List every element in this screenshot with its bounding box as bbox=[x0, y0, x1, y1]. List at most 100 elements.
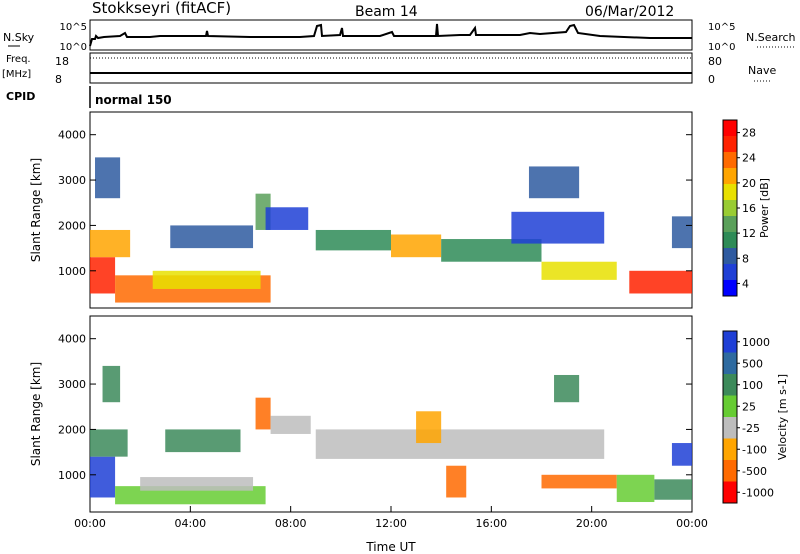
echo-region bbox=[90, 257, 116, 294]
nsky-tick-bottom: 10^0 bbox=[60, 42, 87, 53]
echo-region bbox=[654, 479, 692, 500]
colorbar-tick-label: 24 bbox=[742, 152, 756, 165]
echo-region bbox=[671, 443, 692, 466]
y-tick-label: 3000 bbox=[58, 378, 86, 391]
nsky-tick-top: 10^5 bbox=[60, 22, 87, 33]
colorbar-tick-label: 8 bbox=[742, 252, 749, 265]
colorbar-tick-label: 25 bbox=[742, 400, 756, 413]
echo-region bbox=[671, 216, 692, 249]
freq-label: Freq. bbox=[6, 54, 31, 65]
echo-region bbox=[165, 429, 241, 453]
echo-region bbox=[441, 239, 542, 262]
echo-region bbox=[95, 157, 121, 199]
x-tick-label: 00:00 bbox=[74, 517, 106, 530]
x-tick-label: 08:00 bbox=[275, 517, 307, 530]
colorbar-tick-label: 4 bbox=[742, 277, 749, 290]
echo-region bbox=[616, 474, 655, 503]
echo-region bbox=[90, 456, 116, 498]
freq-tick-bottom: 8 bbox=[55, 73, 62, 86]
echo-region bbox=[629, 270, 692, 294]
colorbar-band bbox=[723, 184, 737, 201]
echo-region bbox=[255, 397, 271, 430]
echo-region bbox=[270, 415, 311, 434]
colorbar-band bbox=[723, 248, 737, 265]
x-tick-label: 16:00 bbox=[475, 517, 507, 530]
colorbar-tick-label: -1000 bbox=[742, 486, 774, 499]
nsearch-label: N.Search bbox=[746, 31, 796, 44]
y-tick-label: 3000 bbox=[58, 174, 86, 187]
colorbar-band bbox=[723, 331, 737, 353]
colorbar-tick-label: 20 bbox=[742, 177, 756, 190]
cpid-label: CPID bbox=[6, 90, 35, 103]
nsky-panel: N.Sky 10^5 10^0 10^5 10^0 N.Search bbox=[3, 19, 796, 53]
nave-tick-top: 80 bbox=[708, 55, 722, 68]
echo-region bbox=[541, 261, 617, 280]
cpid-row: CPID normal 150 bbox=[6, 86, 172, 108]
colorbar-band bbox=[723, 438, 737, 461]
echo-region bbox=[446, 465, 467, 498]
echo-region bbox=[511, 211, 605, 244]
colorbar-band bbox=[723, 417, 737, 439]
colorbar-band bbox=[723, 374, 737, 396]
y-tick-label: 4000 bbox=[58, 333, 86, 346]
echo-region bbox=[541, 474, 617, 489]
nsearch-tick-bottom: 10^0 bbox=[708, 42, 735, 53]
x-tick-label: 00:00 bbox=[676, 517, 708, 530]
colorbar-band bbox=[723, 200, 737, 217]
power-y-axis-label: Slant Range [km] bbox=[29, 158, 43, 262]
echo-region bbox=[528, 166, 580, 199]
echo-region bbox=[90, 429, 128, 457]
power-colorbar-label: Power [dB] bbox=[758, 178, 771, 238]
colorbar-tick-label: -25 bbox=[742, 422, 760, 435]
x-axis-label: Time UT bbox=[365, 540, 416, 554]
colorbar-band bbox=[723, 280, 737, 297]
power-colorbar: 28 24 20 16 12 8 4 Power [dB] bbox=[722, 119, 771, 297]
y-tick-label: 1000 bbox=[58, 469, 86, 482]
x-tick-label: 04:00 bbox=[174, 517, 206, 530]
power-heatmap-panel: 1000 2000 3000 4000 Slant Range [km] bbox=[29, 111, 693, 309]
y-tick-label: 1000 bbox=[58, 265, 86, 278]
colorbar-tick-label: -100 bbox=[742, 443, 767, 456]
nsky-label: N.Sky bbox=[3, 31, 35, 44]
echo-region bbox=[391, 234, 442, 258]
freq-panel: Freq. [MHz] 18 8 80 0 Nave bbox=[2, 52, 776, 86]
echo-region bbox=[416, 411, 442, 444]
x-tick-label: 12:00 bbox=[375, 517, 407, 530]
x-tick-label: 20:00 bbox=[576, 517, 608, 530]
nave-tick-bottom: 0 bbox=[708, 73, 715, 86]
velocity-y-axis-label: Slant Range [km] bbox=[29, 362, 43, 466]
colorbar-tick-label: 500 bbox=[742, 357, 763, 370]
colorbar-band bbox=[723, 216, 737, 233]
colorbar-band bbox=[723, 460, 737, 482]
colorbar-band bbox=[723, 136, 737, 153]
nsearch-tick-top: 10^5 bbox=[708, 22, 735, 33]
station-title: Stokkseyri (fitACF) bbox=[92, 0, 231, 17]
date-label: 06/Mar/2012 bbox=[585, 4, 674, 20]
colorbar-band bbox=[723, 152, 737, 169]
velocity-colorbar: 1000 500 100 25 -25 -100 -500 -1000 Velocity [m… bbox=[722, 330, 789, 504]
freq-unit: [MHz] bbox=[2, 69, 31, 80]
colorbar-tick-label: 100 bbox=[742, 379, 763, 392]
velocity-heatmap-panel: 1000 2000 3000 4000 Slant Range [km] 00:00 0… bbox=[29, 315, 708, 554]
echo-region bbox=[90, 229, 131, 258]
velocity-colorbar-label: Velocity [m s-1] bbox=[776, 374, 789, 460]
y-tick-label: 4000 bbox=[58, 129, 86, 142]
echo-region bbox=[152, 270, 261, 289]
echo-region bbox=[315, 229, 391, 251]
colorbar-band bbox=[723, 168, 737, 185]
nave-label: Nave bbox=[748, 64, 776, 77]
colorbar-band bbox=[723, 120, 737, 137]
colorbar-band bbox=[723, 264, 737, 281]
echo-region bbox=[554, 374, 580, 403]
echo-region bbox=[315, 429, 605, 459]
colorbar-band bbox=[723, 352, 737, 375]
echo-region bbox=[265, 207, 309, 230]
colorbar-tick-label: -500 bbox=[742, 465, 767, 478]
y-tick-label: 2000 bbox=[58, 219, 86, 232]
colorbar-tick-label: 28 bbox=[742, 127, 756, 140]
beam-label: Beam 14 bbox=[355, 4, 418, 20]
cpid-value: normal 150 bbox=[95, 93, 172, 107]
freq-tick-top: 18 bbox=[55, 55, 69, 68]
colorbar-tick-label: 16 bbox=[742, 202, 756, 215]
y-tick-label: 2000 bbox=[58, 423, 86, 436]
